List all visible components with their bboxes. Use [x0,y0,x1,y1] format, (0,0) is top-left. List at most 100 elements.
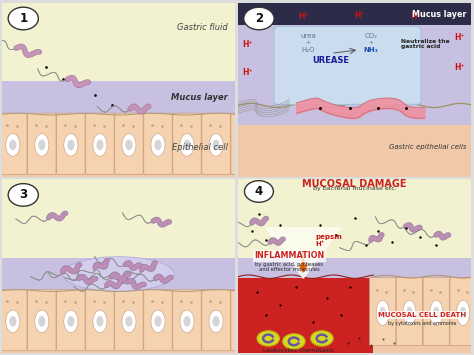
FancyBboxPatch shape [450,277,474,345]
Text: Neutralize the: Neutralize the [401,39,450,44]
FancyBboxPatch shape [231,290,259,351]
Ellipse shape [35,310,49,333]
Ellipse shape [151,134,165,156]
Bar [373,278,471,353]
Ellipse shape [183,316,191,327]
Ellipse shape [64,310,78,333]
Text: 1: 1 [19,12,27,25]
Text: H⁺: H⁺ [242,68,253,77]
Ellipse shape [122,134,136,156]
Ellipse shape [38,316,46,327]
Ellipse shape [6,134,20,156]
Bar [2,179,235,258]
FancyBboxPatch shape [173,290,201,351]
FancyBboxPatch shape [0,290,27,351]
Bar [238,278,373,353]
Ellipse shape [126,316,133,327]
Text: Mucus layer: Mucus layer [412,10,466,19]
Text: Gastric fluid: Gastric fluid [177,23,228,32]
Text: urea: urea [300,33,316,39]
Bar [2,114,235,177]
FancyBboxPatch shape [274,26,421,105]
Ellipse shape [9,140,17,150]
Ellipse shape [242,316,249,327]
Ellipse shape [456,300,470,326]
FancyBboxPatch shape [423,277,449,345]
FancyBboxPatch shape [27,290,56,351]
Ellipse shape [238,310,252,333]
Ellipse shape [63,257,174,291]
FancyBboxPatch shape [144,113,172,174]
Ellipse shape [212,140,219,150]
Ellipse shape [180,310,194,333]
Circle shape [8,184,38,206]
Ellipse shape [67,316,74,327]
FancyBboxPatch shape [86,290,114,351]
Text: H⁺: H⁺ [242,40,253,49]
FancyBboxPatch shape [202,113,230,174]
Text: H⁺: H⁺ [410,12,420,21]
Text: and effector molecules: and effector molecules [259,267,319,272]
Ellipse shape [433,307,439,319]
Text: by gastric acid, proteases: by gastric acid, proteases [255,262,323,267]
Ellipse shape [183,140,191,150]
Ellipse shape [151,310,165,333]
Ellipse shape [267,134,281,156]
Ellipse shape [257,331,280,346]
Ellipse shape [403,300,416,326]
Ellipse shape [126,140,133,150]
Bar [238,125,471,177]
Circle shape [245,181,273,202]
Ellipse shape [212,316,219,327]
Ellipse shape [242,140,249,150]
Bar [2,258,235,291]
Text: H⁺: H⁺ [454,33,465,42]
Circle shape [8,7,38,30]
Ellipse shape [406,307,413,319]
Ellipse shape [238,134,252,156]
Ellipse shape [271,140,278,150]
FancyBboxPatch shape [144,290,172,351]
FancyBboxPatch shape [173,113,201,174]
Text: H⁺: H⁺ [249,11,260,20]
Ellipse shape [460,307,466,319]
Text: CO₂: CO₂ [365,33,377,39]
Bar [238,179,471,258]
Bar [2,81,235,114]
FancyBboxPatch shape [202,290,230,351]
Ellipse shape [9,316,17,327]
Ellipse shape [6,310,20,333]
FancyBboxPatch shape [369,277,396,345]
Text: UREASE: UREASE [313,56,350,65]
Circle shape [244,7,274,30]
FancyBboxPatch shape [115,113,143,174]
FancyBboxPatch shape [57,113,85,174]
Text: H⁺: H⁺ [315,241,324,247]
FancyBboxPatch shape [396,277,423,345]
Ellipse shape [64,134,78,156]
FancyBboxPatch shape [27,113,56,174]
Text: +: + [368,40,374,45]
Ellipse shape [155,316,162,327]
Text: +: + [305,40,310,45]
FancyBboxPatch shape [57,290,85,351]
Ellipse shape [379,307,386,319]
FancyBboxPatch shape [0,113,27,174]
Text: MUCOSAL CELL DEATH: MUCOSAL CELL DEATH [378,312,466,318]
Text: H₂O: H₂O [301,47,315,53]
Text: Mucus layer: Mucus layer [171,93,228,102]
FancyBboxPatch shape [260,290,288,351]
Ellipse shape [93,134,107,156]
Bar [2,3,235,81]
Ellipse shape [93,310,107,333]
Bar [238,26,471,104]
Ellipse shape [67,140,74,150]
Text: pepsin: pepsin [315,234,342,240]
Ellipse shape [122,310,136,333]
Text: 3: 3 [19,189,27,201]
Text: H⁺: H⁺ [298,12,309,21]
Polygon shape [266,228,340,278]
Ellipse shape [311,331,333,346]
Bar [238,104,471,125]
Text: MUCOSAL DAMAGE: MUCOSAL DAMAGE [302,179,407,189]
